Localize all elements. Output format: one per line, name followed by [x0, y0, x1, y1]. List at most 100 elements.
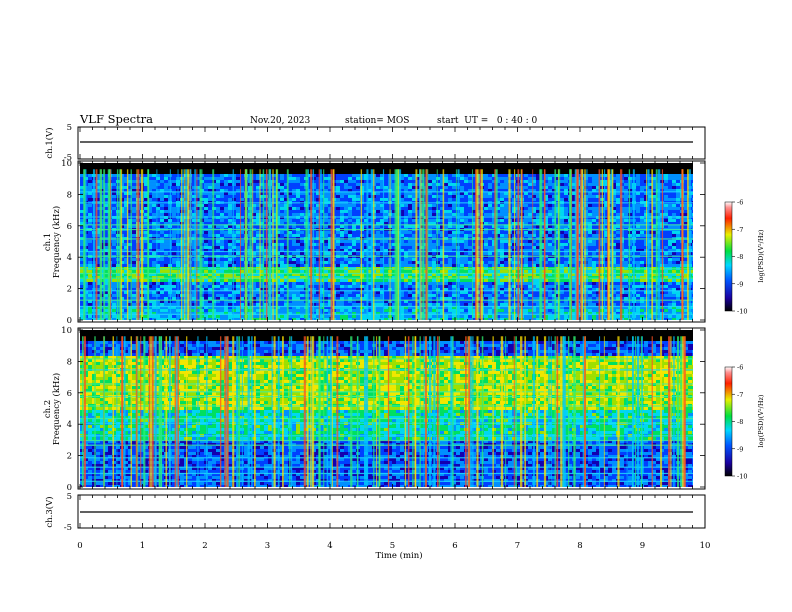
ch1-spectrogram-cell	[300, 176, 304, 180]
ch1-spectrogram-cell	[532, 176, 536, 180]
ch1-spectrogram-cell	[636, 191, 640, 195]
ch1-spectrogram-cell	[672, 245, 676, 249]
ch1-spectrogram-cell	[280, 257, 284, 261]
ch1-spectrogram-cell	[524, 179, 528, 183]
ch1-spectrogram-cell	[220, 185, 224, 189]
ch1-spectrogram-cell	[340, 203, 344, 207]
ch1-spectrogram-cell	[676, 182, 680, 186]
ch1-spectrogram-cell	[652, 230, 656, 234]
ch1-spectrogram-cell	[112, 230, 116, 234]
ch1-spectrogram-cell	[544, 185, 548, 189]
ch1-spectrogram-cell	[676, 218, 680, 222]
ch1-spectrogram-cell	[296, 206, 300, 210]
ch1-spectrogram-cell	[548, 224, 552, 228]
ch1-spectrogram-cell	[284, 182, 288, 186]
ch1-spectrogram-cell	[356, 224, 360, 228]
ch1-spectrogram-cell	[448, 245, 452, 249]
ch1-spectrogram-cell	[504, 206, 508, 210]
ch1-spectrogram-cell	[336, 218, 340, 222]
ch1-spectrogram-cell	[376, 173, 380, 177]
ch1-spectrogram-cell	[228, 173, 232, 177]
ch1-spectrogram-cell	[496, 242, 500, 246]
ch1-spectrogram-cell	[96, 245, 100, 249]
ch1-spectrogram-cell	[88, 251, 92, 255]
ch1-spectrogram-cell	[80, 197, 84, 201]
ch1-spectrogram-cell	[324, 212, 328, 216]
ch1-spectrogram-cell	[316, 239, 320, 243]
ch1-spectrogram-cell	[292, 182, 296, 186]
ch1-spectrogram-cell	[408, 263, 412, 267]
ch1-spectrogram-cell	[536, 257, 540, 261]
ch1-spectrogram-cell	[592, 224, 596, 228]
ch1-spectrogram-cell	[152, 203, 156, 207]
ch1-spectrogram-cell	[420, 197, 424, 201]
ch1-spectrogram-cell	[96, 173, 100, 177]
ch1-spectrogram-cell	[636, 260, 640, 264]
ch1-spectrogram-cell	[524, 173, 528, 177]
ch1-spectrogram-cell	[640, 242, 644, 246]
ch1-spectrogram-cell	[336, 209, 340, 213]
ch1-spectrogram-cell	[216, 251, 220, 255]
ch1-spectrogram-cell	[224, 185, 228, 189]
ch1-spectrogram-cell	[272, 251, 276, 255]
ch1-spectrogram-cell	[604, 191, 608, 195]
ch1-spectrogram-cell	[164, 182, 168, 186]
ch1-spectrogram-cell	[88, 260, 92, 264]
ch1-spectrogram-cell	[444, 173, 448, 177]
ch1-spectrogram-cell	[428, 179, 432, 183]
ch1-spectrogram-cell	[468, 188, 472, 192]
ch1-spectrogram-cell	[664, 239, 668, 243]
ch1-spectrogram-cell	[280, 239, 284, 243]
ch1-spectrogram-cell	[404, 194, 408, 198]
ch1-spectrogram-cell	[668, 221, 672, 225]
ch1-spectrogram-cell	[428, 221, 432, 225]
ch1-spectrogram-cell	[368, 173, 372, 177]
ch1-spectrogram-cell	[340, 185, 344, 189]
ch1-spectrogram-cell	[644, 176, 648, 180]
ch1-spectrogram-cell	[684, 233, 688, 237]
ch1-spectrogram-cell	[144, 173, 148, 177]
ch1-spectrogram-cell	[148, 197, 152, 201]
ch1-spectrogram-cell	[492, 230, 496, 234]
ch1-spectrogram-cell	[640, 239, 644, 243]
ch1-spectrogram-cell	[164, 224, 168, 228]
ch1-spectrogram-cell	[588, 194, 592, 198]
ch1-spectrogram-cell	[320, 191, 324, 195]
ch1-spectrogram-cell	[492, 209, 496, 213]
ch1-spectrogram-cell	[640, 206, 644, 210]
ch1-spectrogram-cell	[80, 251, 84, 255]
ch1-spectrogram-cell	[436, 176, 440, 180]
ch1-spectrogram-cell	[440, 188, 444, 192]
ch1-spectrogram-cell	[552, 185, 556, 189]
ch1-spectrogram-cell	[172, 260, 176, 264]
ch1-spectrogram-cell	[88, 239, 92, 243]
ch1-spectrogram-cell	[96, 188, 100, 192]
ch1-spectrogram-cell	[496, 239, 500, 243]
ch1-spectrogram-cell	[216, 188, 220, 192]
ch1-spectrogram-cell	[420, 203, 424, 207]
ch1-spectrogram-cell	[460, 245, 464, 249]
ch1-spectrogram-cell	[588, 197, 592, 201]
ch1-spectrogram-cell	[564, 230, 568, 234]
ch1-spectrogram-cell	[128, 233, 132, 237]
ch1-spectrogram-cell	[320, 242, 324, 246]
ch1-spectrogram-cell	[676, 194, 680, 198]
ch1-spectrogram-cell	[156, 218, 160, 222]
ch1-spectrogram-cell	[564, 203, 568, 207]
ch1-spectrogram-cell	[148, 182, 152, 186]
ch1-spectrogram-cell	[392, 182, 396, 186]
ch1-spectrogram-cell	[340, 179, 344, 183]
ch1-spectrogram-cell	[428, 260, 432, 264]
ch1-spectrogram-cell	[504, 179, 508, 183]
ch1-spectrogram-cell	[572, 176, 576, 180]
ch1-spectrogram-cell	[616, 224, 620, 228]
ch1-spectrogram-cell	[236, 173, 240, 177]
ch1-spectrogram-cell	[648, 239, 652, 243]
ch1-spectrogram-cell	[172, 245, 176, 249]
ch1-spectrogram-cell	[364, 179, 368, 183]
ch1-spectrogram-cell	[532, 212, 536, 216]
ch1-spectrogram-cell	[452, 230, 456, 234]
ch1-spectrogram-cell	[164, 221, 168, 225]
ch1-spectrogram-cell	[532, 260, 536, 264]
ch1-spectrogram-cell	[672, 251, 676, 255]
